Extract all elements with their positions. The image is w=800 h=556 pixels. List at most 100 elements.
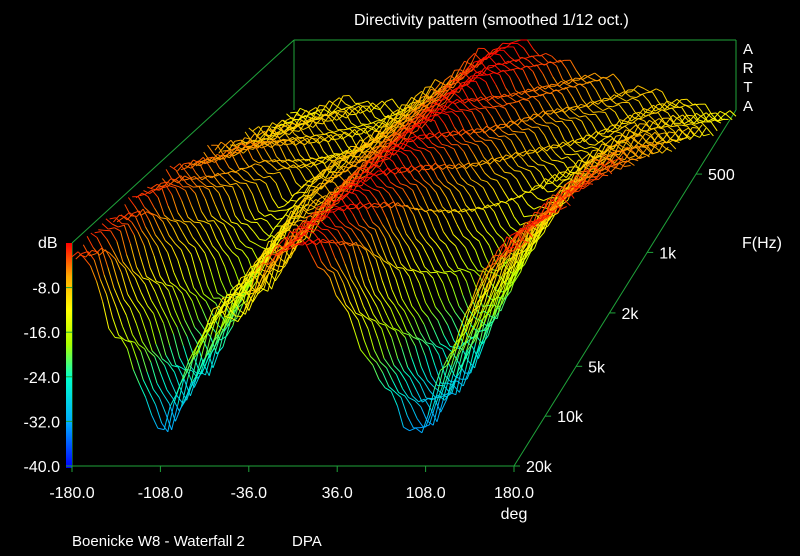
- trace-segment: [231, 170, 238, 174]
- trace-segment: [227, 308, 235, 324]
- trace-segment: [378, 227, 386, 239]
- trace-segment: [352, 105, 360, 111]
- trace-segment: [605, 91, 613, 101]
- trace-segment: [226, 294, 234, 299]
- trace-segment: [225, 243, 233, 253]
- trace-segment: [567, 189, 575, 199]
- trace-segment: [441, 206, 449, 214]
- trace-segment: [445, 244, 453, 256]
- trace-segment: [558, 104, 566, 113]
- trace-segment: [416, 103, 424, 110]
- trace-segment: [257, 173, 264, 179]
- trace-segment: [389, 125, 396, 128]
- trace-segment: [555, 89, 563, 95]
- trace-segment: [234, 139, 241, 142]
- trace-segment: [489, 199, 496, 207]
- trace-segment: [349, 164, 357, 169]
- trace-segment: [476, 99, 484, 107]
- trace-segment: [275, 245, 283, 248]
- trace-segment: [538, 203, 545, 211]
- trace-segment: [672, 114, 680, 121]
- trace-segment: [548, 201, 556, 207]
- trace-segment: [290, 199, 297, 202]
- trace-segment: [334, 112, 342, 122]
- trace-segment: [555, 120, 562, 123]
- trace-segment: [277, 139, 285, 143]
- trace-segment: [665, 123, 672, 128]
- trace-segment: [182, 178, 189, 181]
- trace-segment: [360, 231, 368, 243]
- trace-segment: [304, 163, 312, 168]
- trace-segment: [645, 123, 652, 130]
- trace-segment: [248, 294, 256, 311]
- trace-segment: [630, 116, 638, 122]
- trace-segment: [179, 186, 186, 191]
- trace-segment: [445, 111, 453, 113]
- trace-segment: [175, 286, 183, 294]
- trace-segment: [194, 356, 202, 381]
- trace-segment: [429, 236, 437, 244]
- trace-segment: [147, 305, 154, 314]
- trace-segment: [152, 388, 160, 398]
- trace-segment: [611, 142, 619, 148]
- trace-segment: [400, 315, 408, 332]
- trace-segment: [485, 269, 493, 292]
- trace-segment: [342, 210, 350, 223]
- trace-segment: [338, 220, 346, 227]
- trace-segment: [474, 250, 482, 267]
- trace-segment: [437, 320, 445, 336]
- trace-segment: [281, 249, 289, 272]
- trace-segment: [94, 231, 101, 234]
- trace-segment: [648, 131, 656, 139]
- trace-segment: [278, 205, 285, 209]
- trace-segment: [680, 98, 687, 101]
- trace-segment: [621, 89, 629, 97]
- trace-segment: [388, 131, 396, 139]
- trace-segment: [303, 221, 310, 224]
- trace-segment: [434, 162, 442, 171]
- trace-segment: [575, 174, 583, 178]
- trace-segment: [597, 154, 605, 164]
- trace-segment: [599, 111, 606, 113]
- trace-segment: [592, 170, 599, 176]
- trace-segment: [359, 311, 367, 318]
- trace-segment: [429, 339, 437, 347]
- trace-segment: [226, 185, 233, 188]
- trace-segment: [285, 117, 293, 121]
- trace-segment: [173, 272, 181, 287]
- trace-segment: [444, 75, 452, 81]
- trace-segment: [308, 190, 316, 198]
- trace-segment: [268, 125, 276, 136]
- trace-segment: [654, 131, 662, 140]
- trace-segment: [398, 195, 406, 207]
- trace-segment: [351, 152, 360, 162]
- trace-segment: [270, 164, 278, 171]
- trace-segment: [197, 319, 205, 330]
- trace-segment: [470, 353, 478, 374]
- trace-segment: [289, 150, 297, 162]
- trace-segment: [363, 189, 370, 192]
- trace-segment: [145, 189, 153, 195]
- trace-segment: [444, 375, 452, 383]
- trace-segment: [515, 152, 523, 159]
- trace-segment: [288, 221, 295, 225]
- trace-segment: [336, 95, 344, 109]
- trace-segment: [262, 272, 270, 287]
- trace-segment: [682, 127, 689, 133]
- trace-segment: [324, 134, 332, 140]
- trace-segment: [380, 140, 388, 144]
- trace-segment: [480, 179, 488, 183]
- trace-segment: [326, 102, 334, 115]
- trace-segment: [270, 133, 278, 140]
- trace-segment: [235, 247, 243, 251]
- trace-segment: [353, 176, 360, 181]
- trace-segment: [563, 178, 570, 182]
- trace-segment: [477, 56, 485, 64]
- trace-segment: [617, 150, 624, 152]
- trace-segment: [508, 133, 515, 136]
- trace-segment: [178, 301, 186, 321]
- trace-segment: [537, 86, 545, 92]
- trace-segment: [419, 332, 427, 343]
- trace-segment: [322, 215, 330, 218]
- trace-segment: [373, 122, 380, 128]
